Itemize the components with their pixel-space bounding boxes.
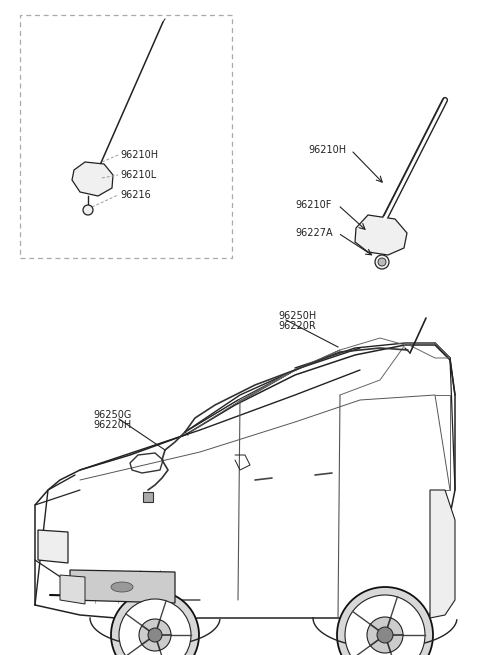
Text: 96216: 96216 [120,190,151,200]
Polygon shape [72,162,113,196]
Text: 96210L: 96210L [120,170,156,180]
Polygon shape [70,570,175,603]
Text: 96250G: 96250G [93,410,132,420]
Circle shape [345,595,425,655]
Polygon shape [430,490,455,618]
Circle shape [148,628,162,642]
Polygon shape [355,215,407,255]
Circle shape [111,591,199,655]
Text: 96220H: 96220H [93,420,131,430]
Circle shape [139,619,171,651]
Bar [20,15,232,258]
Circle shape [377,627,393,643]
Polygon shape [60,575,85,604]
Polygon shape [143,492,153,502]
Ellipse shape [111,582,133,592]
Circle shape [367,617,403,653]
Circle shape [378,258,386,266]
Circle shape [83,205,93,215]
Text: 96220R: 96220R [278,321,316,331]
Circle shape [375,255,389,269]
Text: 96227A: 96227A [295,228,333,238]
Circle shape [119,599,191,655]
Circle shape [337,587,433,655]
Text: 96210H: 96210H [120,150,158,160]
Text: 96210F: 96210F [295,200,331,210]
Polygon shape [38,530,68,563]
Text: 96210H: 96210H [308,145,346,155]
Text: 96250H: 96250H [278,311,316,321]
